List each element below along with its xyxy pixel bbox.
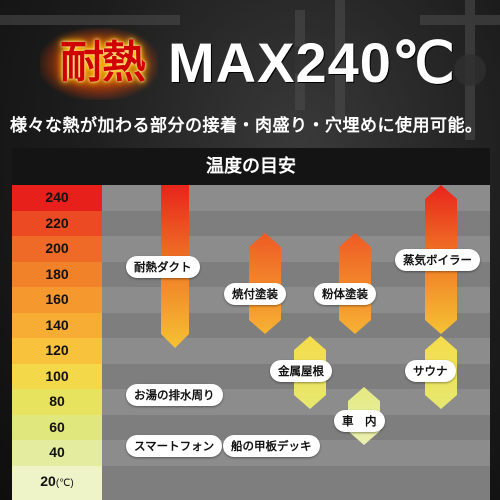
subtitle: 様々な熱が加わる部分の接着・肉盛り・穴埋めに使用可能。 <box>10 116 483 136</box>
usage-chart: 耐熱ダクト 焼付塗装 粉体塗装 蒸気ボイラー 金属屋根 サウナ お湯の排水周り … <box>102 185 490 500</box>
scale-tick-240: 240 <box>12 185 102 211</box>
scale-tick-200: 200 <box>12 236 102 262</box>
scale-tick-20: 20(℃) <box>12 465 102 500</box>
scale-tick-60: 60 <box>12 414 102 440</box>
scale-tick-220: 220 <box>12 210 102 236</box>
temperature-guide-panel: 温度の目安 240 220 200 180 160 140 120 100 80… <box>12 148 490 500</box>
label-sha: 車 内 <box>334 410 385 432</box>
badge-glow <box>40 28 158 100</box>
label-kinzoku: 金属屋根 <box>270 360 332 382</box>
row-stripe <box>102 465 490 500</box>
label-duct: 耐熱ダクト <box>126 256 200 278</box>
label-deck: 船の甲板デッキ <box>223 435 320 457</box>
label-oyu: お湯の排水周り <box>126 384 223 406</box>
label-funtai: 粉体塗装 <box>314 283 376 305</box>
heat-resistance-badge: 耐熱 <box>60 37 146 88</box>
label-boiler: 蒸気ボイラー <box>395 249 480 271</box>
scale-tick-80: 80 <box>12 389 102 415</box>
label-yakitsuke: 焼付塗装 <box>224 283 286 305</box>
label-smartphone: スマートフォン <box>126 435 223 457</box>
scale-tick-160: 160 <box>12 287 102 313</box>
max-temperature-text: MAX240℃ <box>168 31 456 94</box>
label-sauna: サウナ <box>405 360 456 382</box>
scale-tick-40: 40 <box>12 440 102 466</box>
scale-tick-100: 100 <box>12 363 102 389</box>
unit-label: (℃) <box>55 477 74 489</box>
temperature-scale: 240 220 200 180 160 140 120 100 80 60 40… <box>12 185 102 500</box>
scale-tick-140: 140 <box>12 312 102 338</box>
panel-title: 温度の目安 <box>12 148 490 185</box>
scale-tick-180: 180 <box>12 261 102 287</box>
headline: 耐熱 MAX240℃ <box>0 0 500 112</box>
scale-tick-120: 120 <box>12 338 102 364</box>
